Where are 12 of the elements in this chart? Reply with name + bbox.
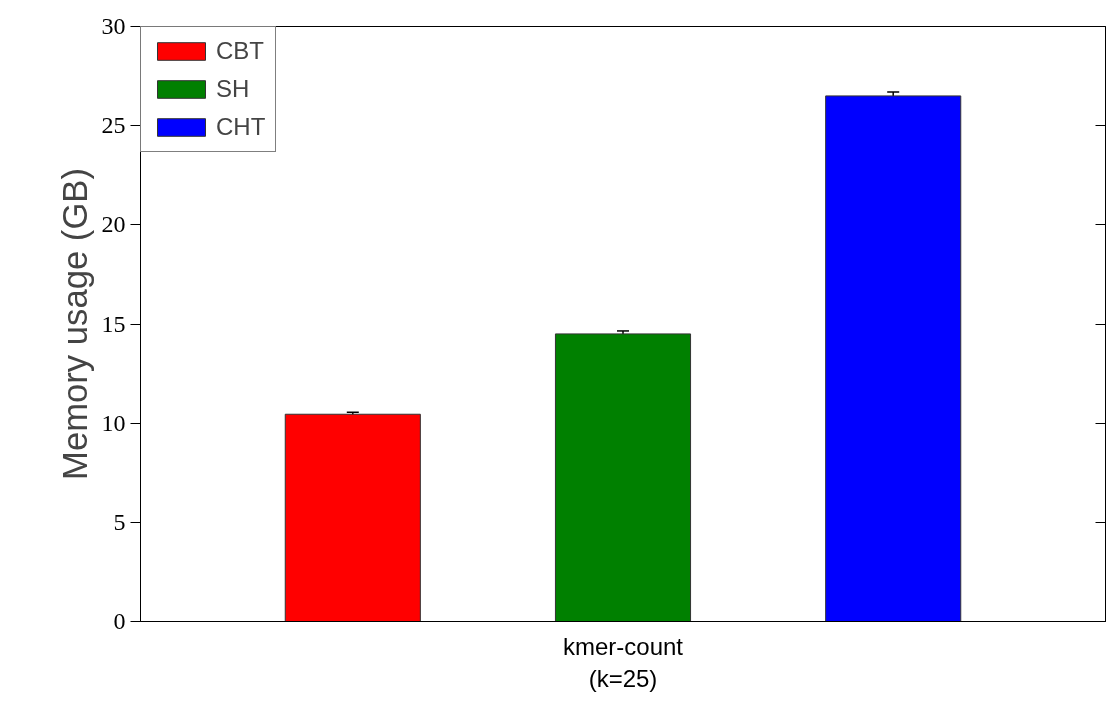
y-tick-label: 15 bbox=[101, 310, 126, 337]
legend-label: CHT bbox=[216, 113, 266, 141]
y-tick-label: 25 bbox=[101, 112, 126, 139]
y-tick-label: 5 bbox=[113, 508, 126, 535]
y-tick-label: 30 bbox=[101, 13, 126, 39]
legend-label: SH bbox=[216, 75, 250, 103]
y-tick-label: 0 bbox=[113, 608, 126, 634]
x-tick-label: kmer-count (k=25) bbox=[562, 632, 684, 692]
y-tick-label: 20 bbox=[101, 211, 126, 238]
y-tick-label: 10 bbox=[101, 409, 126, 436]
legend-label: CBT bbox=[216, 37, 264, 65]
y-axis-title: Memory usage (GB) bbox=[55, 168, 94, 480]
